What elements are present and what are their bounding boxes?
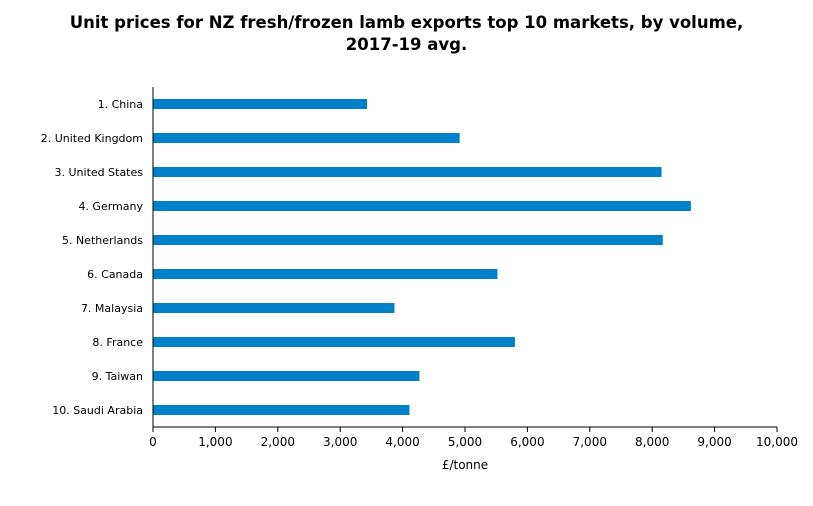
- x-tick-label: 5,000: [448, 435, 482, 449]
- x-tick-label: 6,000: [510, 435, 544, 449]
- bar: [153, 303, 395, 313]
- bar: [153, 405, 410, 415]
- category-label: 4. Germany: [78, 200, 143, 213]
- category-label: 6. Canada: [87, 268, 143, 281]
- x-tick-label: 7,000: [573, 435, 607, 449]
- x-tick-label: 9,000: [697, 435, 731, 449]
- x-tick-label: 0: [149, 435, 157, 449]
- x-tick-label: 3,000: [323, 435, 357, 449]
- category-label: 10. Saudi Arabia: [52, 404, 143, 417]
- bar: [153, 269, 498, 279]
- chart-title-line-1: Unit prices for NZ fresh/frozen lamb exp…: [69, 13, 744, 32]
- bar: [153, 133, 460, 143]
- category-label: 3. United States: [55, 166, 144, 179]
- category-label: 8. France: [92, 336, 143, 349]
- x-tick-label: 1,000: [198, 435, 232, 449]
- category-label: 5. Netherlands: [62, 234, 143, 247]
- category-label: 2. United Kingdom: [41, 132, 143, 145]
- bar: [153, 167, 662, 177]
- bar: [153, 235, 663, 245]
- x-tick-label: 2,000: [261, 435, 295, 449]
- bar: [153, 99, 368, 109]
- category-label: 9. Taiwan: [92, 370, 143, 383]
- chart-title: Unit prices for NZ fresh/frozen lamb exp…: [0, 12, 813, 56]
- category-label: 7. Malaysia: [81, 302, 143, 315]
- bar: [153, 337, 515, 347]
- chart-title-line-2: 2017-19 avg.: [345, 35, 468, 54]
- x-tick-label: 8,000: [635, 435, 669, 449]
- bar: [153, 201, 691, 211]
- x-tick-label: 4,000: [385, 435, 419, 449]
- x-axis-label: £/tonne: [442, 458, 488, 472]
- x-tick-label: 10,000: [756, 435, 798, 449]
- category-label: 1. China: [98, 98, 143, 111]
- bar: [153, 371, 420, 381]
